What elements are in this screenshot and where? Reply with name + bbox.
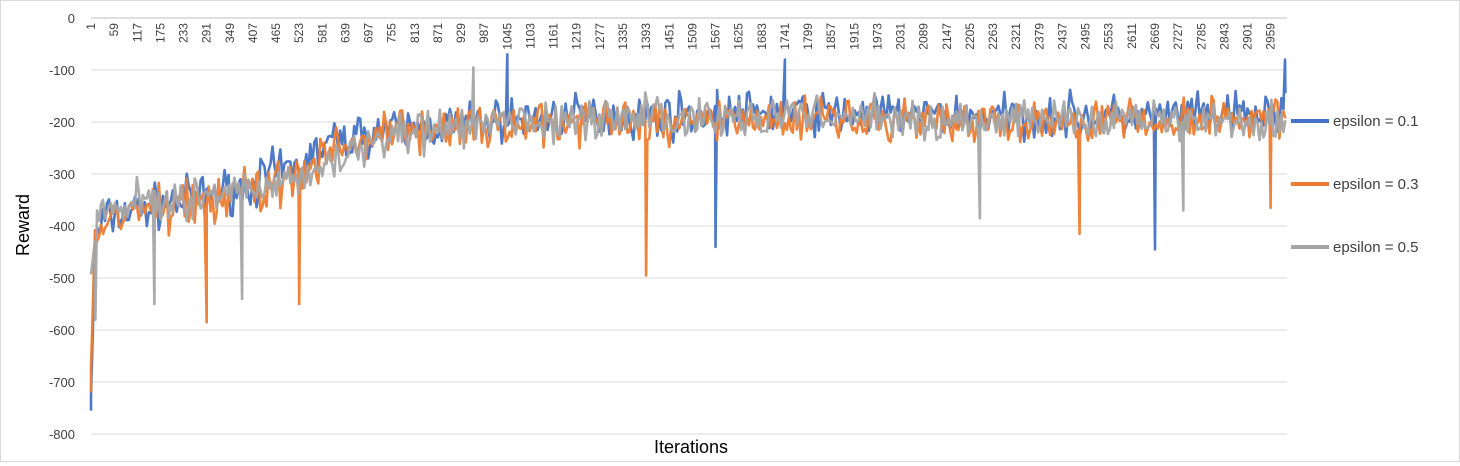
- x-tick-label: 2843: [1217, 23, 1231, 50]
- y-tick-label: -300: [49, 167, 75, 182]
- x-tick-label: 1973: [870, 23, 884, 50]
- y-tick-label: -100: [49, 63, 75, 78]
- legend-label: epsilon = 0.5: [1333, 239, 1418, 256]
- x-tick-label: 1219: [570, 23, 584, 50]
- y-tick-label: -200: [49, 115, 75, 130]
- x-tick-label: 407: [246, 23, 260, 43]
- x-tick-label: 2147: [940, 23, 954, 50]
- x-tick-label: 1625: [732, 23, 746, 50]
- x-tick-label: 1741: [778, 23, 792, 50]
- x-tick-label: 59: [107, 23, 121, 37]
- series-line-3: [89, 66, 1287, 321]
- x-tick-label: 639: [338, 23, 352, 43]
- x-tick-label: 2495: [1079, 23, 1093, 50]
- x-axis-ticks: 1 59 117 175 233 291 349 407 465 523 581 639 697 755 8…: [84, 23, 1278, 50]
- x-tick-label: 2727: [1171, 23, 1185, 50]
- x-tick-label: 755: [385, 23, 399, 43]
- x-tick-label: 291: [200, 23, 214, 43]
- y-tick-label: 0: [68, 11, 75, 26]
- x-tick-label: 175: [153, 23, 167, 43]
- x-tick-label: 2669: [1148, 23, 1162, 50]
- x-tick-label: 1799: [801, 23, 815, 50]
- x-tick-label: 2263: [986, 23, 1000, 50]
- x-tick-label: 2321: [1009, 23, 1023, 50]
- legend: epsilon = 0.1 epsilon = 0.3 epsilon = 0.5: [1291, 113, 1418, 256]
- x-tick-label: 523: [292, 23, 306, 43]
- x-tick-label: 2785: [1194, 23, 1208, 50]
- y-axis-ticks: 0 -100 -200 -300 -400 -500 -600 -700 -800: [49, 11, 75, 442]
- x-tick-label: 1161: [547, 23, 561, 49]
- legend-item: epsilon = 0.1: [1291, 113, 1418, 130]
- y-tick-label: -800: [49, 427, 75, 442]
- x-tick-label: 1567: [709, 23, 723, 50]
- x-tick-label: 1277: [593, 23, 607, 50]
- series-lines: [89, 53, 1287, 411]
- x-tick-label: 697: [362, 23, 376, 43]
- x-tick-label: 1915: [847, 23, 861, 50]
- x-tick-label: 2611: [1125, 23, 1139, 49]
- x-tick-label: 987: [477, 23, 491, 43]
- x-axis-title: Iterations: [654, 437, 728, 457]
- y-tick-label: -600: [49, 323, 75, 338]
- legend-item: epsilon = 0.5: [1291, 239, 1418, 256]
- x-tick-label: 233: [177, 23, 191, 43]
- x-tick-label: 813: [408, 23, 422, 43]
- x-tick-label: 1: [84, 23, 98, 30]
- x-tick-label: 2205: [963, 23, 977, 50]
- x-tick-label: 1509: [685, 23, 699, 50]
- x-tick-label: 929: [454, 23, 468, 43]
- x-tick-label: 1857: [824, 23, 838, 50]
- x-tick-label: 871: [431, 23, 445, 43]
- y-tick-label: -500: [49, 271, 75, 286]
- x-tick-label: 117: [130, 23, 144, 42]
- legend-label: epsilon = 0.1: [1333, 113, 1418, 130]
- gridlines: [91, 17, 1287, 435]
- x-tick-label: 1393: [639, 23, 653, 50]
- y-tick-label: -400: [49, 219, 75, 234]
- x-tick-label: 2031: [894, 23, 908, 50]
- series-line-1: [89, 53, 1287, 411]
- x-tick-label: 349: [223, 23, 237, 43]
- x-tick-label: 2379: [1032, 23, 1046, 50]
- x-tick-label: 1335: [616, 23, 630, 50]
- y-tick-label: -700: [49, 375, 75, 390]
- x-tick-label: 2901: [1241, 23, 1255, 50]
- x-tick-label: 581: [315, 23, 329, 43]
- series-line-2: [89, 94, 1287, 393]
- x-tick-label: 2959: [1264, 23, 1278, 50]
- x-tick-label: 1683: [755, 23, 769, 50]
- x-tick-label: 2437: [1055, 23, 1069, 50]
- x-tick-label: 1045: [500, 23, 514, 50]
- x-tick-label: 1451: [662, 23, 676, 50]
- x-tick-label: 2089: [917, 23, 931, 50]
- x-tick-label: 465: [269, 23, 283, 43]
- legend-label: epsilon = 0.3: [1333, 176, 1418, 193]
- y-axis-title: Reward: [13, 194, 33, 256]
- legend-item: epsilon = 0.3: [1291, 176, 1418, 193]
- x-tick-label: 2553: [1102, 23, 1116, 50]
- x-tick-label: 1103: [523, 23, 537, 49]
